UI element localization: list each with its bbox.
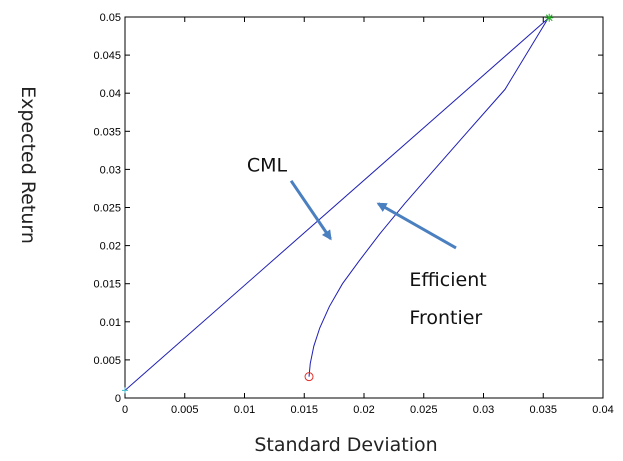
cml-label: CML bbox=[247, 155, 288, 177]
x-tick-label: 0.03 bbox=[473, 404, 494, 416]
cml-arrow bbox=[289, 179, 332, 241]
y-tick-label: 0.05 bbox=[100, 12, 121, 24]
efficient-frontier-line bbox=[308, 18, 549, 377]
x-tick-label: 0 bbox=[122, 404, 128, 416]
y-tick-label: 0.01 bbox=[100, 317, 121, 329]
y-tick-label: 0.03 bbox=[100, 164, 121, 176]
plot-area bbox=[124, 16, 604, 399]
y-tick-label: 0.005 bbox=[93, 355, 121, 367]
x-tick-label: 0.01 bbox=[234, 404, 255, 416]
x-tick-label: 0.035 bbox=[529, 404, 557, 416]
efficient-frontier-label: Efficient bbox=[409, 269, 486, 291]
risk-free-marker bbox=[122, 387, 128, 394]
y-tick-label: 0.035 bbox=[93, 126, 121, 138]
cml-line bbox=[124, 18, 549, 391]
efficient-frontier-label: Frontier bbox=[409, 307, 482, 329]
y-tick-label: 0 bbox=[115, 393, 121, 405]
efficient-frontier-arrow bbox=[376, 202, 457, 250]
y-axis-title: Expected Return bbox=[17, 86, 39, 244]
x-tick-label: 0.04 bbox=[592, 404, 613, 416]
x-tick-label: 0.005 bbox=[171, 404, 199, 416]
tangency-star-marker bbox=[545, 13, 554, 22]
minimum-variance-marker bbox=[304, 372, 314, 382]
x-tick-label: 0.015 bbox=[290, 404, 318, 416]
x-tick-label: 0.025 bbox=[410, 404, 438, 416]
y-tick-label: 0.02 bbox=[100, 241, 121, 253]
y-tick-label: 0.04 bbox=[100, 88, 121, 100]
y-tick-label: 0.045 bbox=[93, 50, 121, 62]
y-tick-label: 0.015 bbox=[93, 279, 121, 291]
y-tick-label: 0.025 bbox=[93, 203, 121, 215]
x-tick-label: 0.02 bbox=[353, 404, 374, 416]
x-axis-title: Standard Deviation bbox=[254, 434, 437, 456]
